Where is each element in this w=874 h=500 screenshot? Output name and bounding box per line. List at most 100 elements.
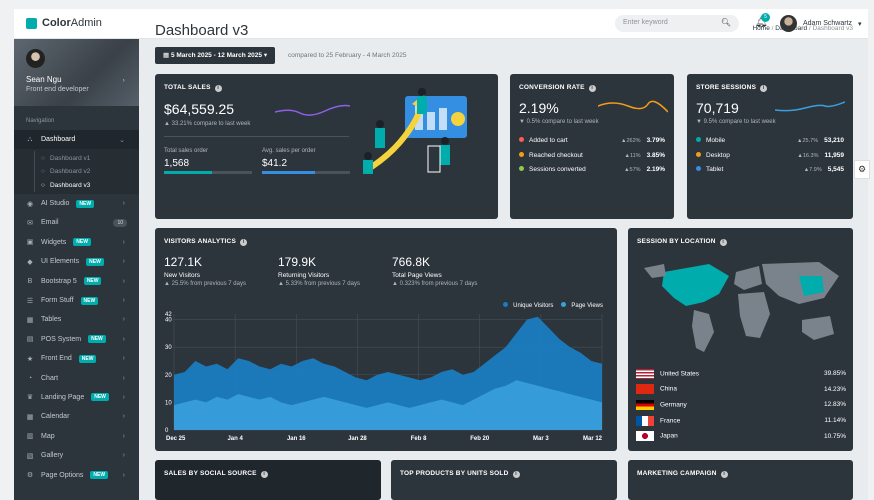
submenu-item-dashboard-v2[interactable]: ○ Dashboard v2 <box>34 164 139 179</box>
submenu-label: Dashboard v3 <box>49 181 91 189</box>
legend-label: Page Views <box>571 303 603 309</box>
sidebar-item-landing-page[interactable]: ♛ Landing Page NEW › <box>14 388 139 407</box>
legend-dot <box>503 302 509 307</box>
user-name: Adam Schwartz <box>803 20 853 27</box>
sidebar-item-front-end[interactable]: ★ Front End NEW › <box>14 349 139 368</box>
sidebar-item-map[interactable]: ▥ Map › <box>14 427 139 446</box>
dashboard-submenu: ○ Dashboard v1 ○ Dashboard v2 ○ Dashboard v3 <box>14 149 139 194</box>
country-row: France 11.14% <box>636 413 846 429</box>
info-icon[interactable]: i <box>760 85 768 92</box>
country-name: United States <box>660 370 700 378</box>
sidebar-item-ui-elements[interactable]: ◆ UI Elements NEW › <box>14 252 139 271</box>
country-value: 12.83% <box>823 401 846 409</box>
info-icon[interactable]: i <box>214 85 222 92</box>
visitors-analytics-card: VISITORS ANALYTICS i 127.1K New Visitors ▲ … <box>155 228 617 451</box>
chevron-right-icon: › <box>122 355 125 363</box>
search-input[interactable]: Enter keyword 🔍︎ <box>615 15 739 32</box>
widgets-icon: ▣ <box>26 239 34 247</box>
country-row: United States 39.85% <box>636 366 846 382</box>
legend-dot <box>519 136 524 142</box>
x-tick-label: Jan 4 <box>227 436 243 442</box>
sidebar-item-form-stuff[interactable]: ☰ Form Stuff NEW › <box>14 291 139 310</box>
sidebar-profile[interactable]: Sean Ngu Front end developer › <box>14 39 139 106</box>
sidebar-item-label: Map <box>41 432 55 440</box>
info-icon[interactable]: i <box>512 471 520 478</box>
sessions-sparkline <box>775 101 845 112</box>
sidebar-item-widgets[interactable]: ▣ Widgets NEW › <box>14 233 139 252</box>
y-tick-label: 10 <box>165 400 172 406</box>
chevron-right-icon: › <box>122 238 125 246</box>
sidebar-item-page-options[interactable]: ⚙ Page Options NEW › <box>14 465 139 484</box>
metric-label: Mobile <box>706 136 726 144</box>
profile-role: Front end developer <box>26 86 89 93</box>
sidebar-item-label: Widgets <box>41 238 67 246</box>
sidebar-item-label: Dashboard <box>41 136 76 144</box>
chevron-down-icon: ⌄ <box>119 136 125 144</box>
card-title: CONVERSION RATE i <box>519 84 665 92</box>
metric-row: Added to cart ▲262% 3.79% <box>519 133 665 148</box>
chevron-right-icon: › <box>122 258 125 266</box>
page-title: Dashboard v3 <box>155 22 249 39</box>
stat-label: Returning Visitors <box>278 272 330 279</box>
date-range-button[interactable]: ▦ 5 March 2025 - 12 March 2025 ▾ <box>155 47 276 64</box>
sidebar-item-label: Landing Page <box>41 393 85 401</box>
user-menu[interactable]: Adam Schwartz ▾ <box>780 15 862 32</box>
x-tick-label: Mar 3 <box>533 436 549 442</box>
sidebar-item-tables[interactable]: ▦ Tables › <box>14 310 139 329</box>
gear-icon[interactable]: ⚙ <box>854 160 870 179</box>
cogs-icon: ⚙ <box>26 472 34 480</box>
sidebar-item-ai-studio[interactable]: ◉ AI Studio NEW › <box>14 194 139 213</box>
stat-change: ▲ 0.323% from previous 7 days <box>392 281 478 287</box>
submenu-label: Dashboard v1 <box>49 154 91 162</box>
sidebar-item-label: Calendar <box>41 413 70 421</box>
sidebar-item-label: Chart <box>41 374 59 382</box>
info-icon[interactable]: i <box>719 239 727 246</box>
submenu-item-dashboard-v3[interactable]: ○ Dashboard v3 <box>34 178 139 192</box>
sidebar-item-dashboard[interactable]: ⛬ Dashboard ⌄ <box>14 130 139 150</box>
sidebar-item-bootstrap-5[interactable]: B Bootstrap 5 NEW › <box>14 271 139 290</box>
sidebar-item-calendar[interactable]: ▦ Calendar › <box>14 407 139 426</box>
search-icon[interactable]: 🔍︎ <box>720 18 731 27</box>
legend-item[interactable]: Unique Visitors <box>503 302 553 309</box>
new-badge: NEW <box>76 199 95 208</box>
brand-logo[interactable]: ColorAdmin <box>26 17 102 29</box>
calendar-icon: ▦ <box>163 52 170 59</box>
sessions-value: 70,719 <box>696 100 739 116</box>
legend-dot <box>696 166 701 172</box>
info-icon[interactable]: i <box>239 239 247 246</box>
new-badge: NEW <box>73 238 91 247</box>
metric-value: 3.79% <box>646 136 665 144</box>
sidebar-item-pos-system[interactable]: ▤ POS System NEW › <box>14 330 139 349</box>
stat-label: Total Page Views <box>392 272 442 279</box>
info-icon[interactable]: i <box>588 85 596 92</box>
country-name: Germany <box>660 401 687 409</box>
breadcrumb-current: Dashboard v3 <box>812 25 853 32</box>
sidebar-item-gallery[interactable]: ▧ Gallery › <box>14 446 139 465</box>
x-tick-label: Jan 16 <box>287 436 306 442</box>
bell-icon[interactable]: 🔔︎ 5 <box>755 13 770 28</box>
gallery-icon: ▧ <box>26 452 34 460</box>
orders-progress <box>164 171 252 174</box>
sidebar-item-chart[interactable]: ◔ Chart › <box>14 368 139 387</box>
table-icon: ▦ <box>26 316 34 324</box>
top-navbar: ColorAdmin Enter keyword 🔍︎ 🔔︎ 5 Adam Schw… <box>14 9 868 39</box>
chevron-right-icon: › <box>122 200 125 208</box>
country-name: Japan <box>660 432 678 440</box>
flag-fr-icon <box>636 415 654 426</box>
avg-value: $41.2 <box>262 158 288 169</box>
y-tick-label: 40 <box>165 318 172 324</box>
country-name: China <box>660 386 677 394</box>
legend-item[interactable]: Page Views <box>561 302 603 309</box>
store-sessions-card: STORE SESSIONS i 70,719 ▼ 9.5% compare to… <box>687 74 853 219</box>
info-icon[interactable]: i <box>720 471 728 478</box>
country-row: Japan 10.75% <box>636 428 846 444</box>
sidebar-item-email[interactable]: ✉ Email 10 <box>14 213 139 232</box>
new-badge: NEW <box>88 335 106 344</box>
logo-icon <box>26 17 37 29</box>
metric-value: 2.19% <box>646 166 665 174</box>
breadcrumb-dashboard[interactable]: Dashboard <box>775 25 808 32</box>
brand-bold: Color <box>42 17 71 29</box>
submenu-item-dashboard-v1[interactable]: ○ Dashboard v1 <box>34 151 139 165</box>
breadcrumb-home[interactable]: Home <box>752 25 770 32</box>
info-icon[interactable]: i <box>260 471 268 478</box>
